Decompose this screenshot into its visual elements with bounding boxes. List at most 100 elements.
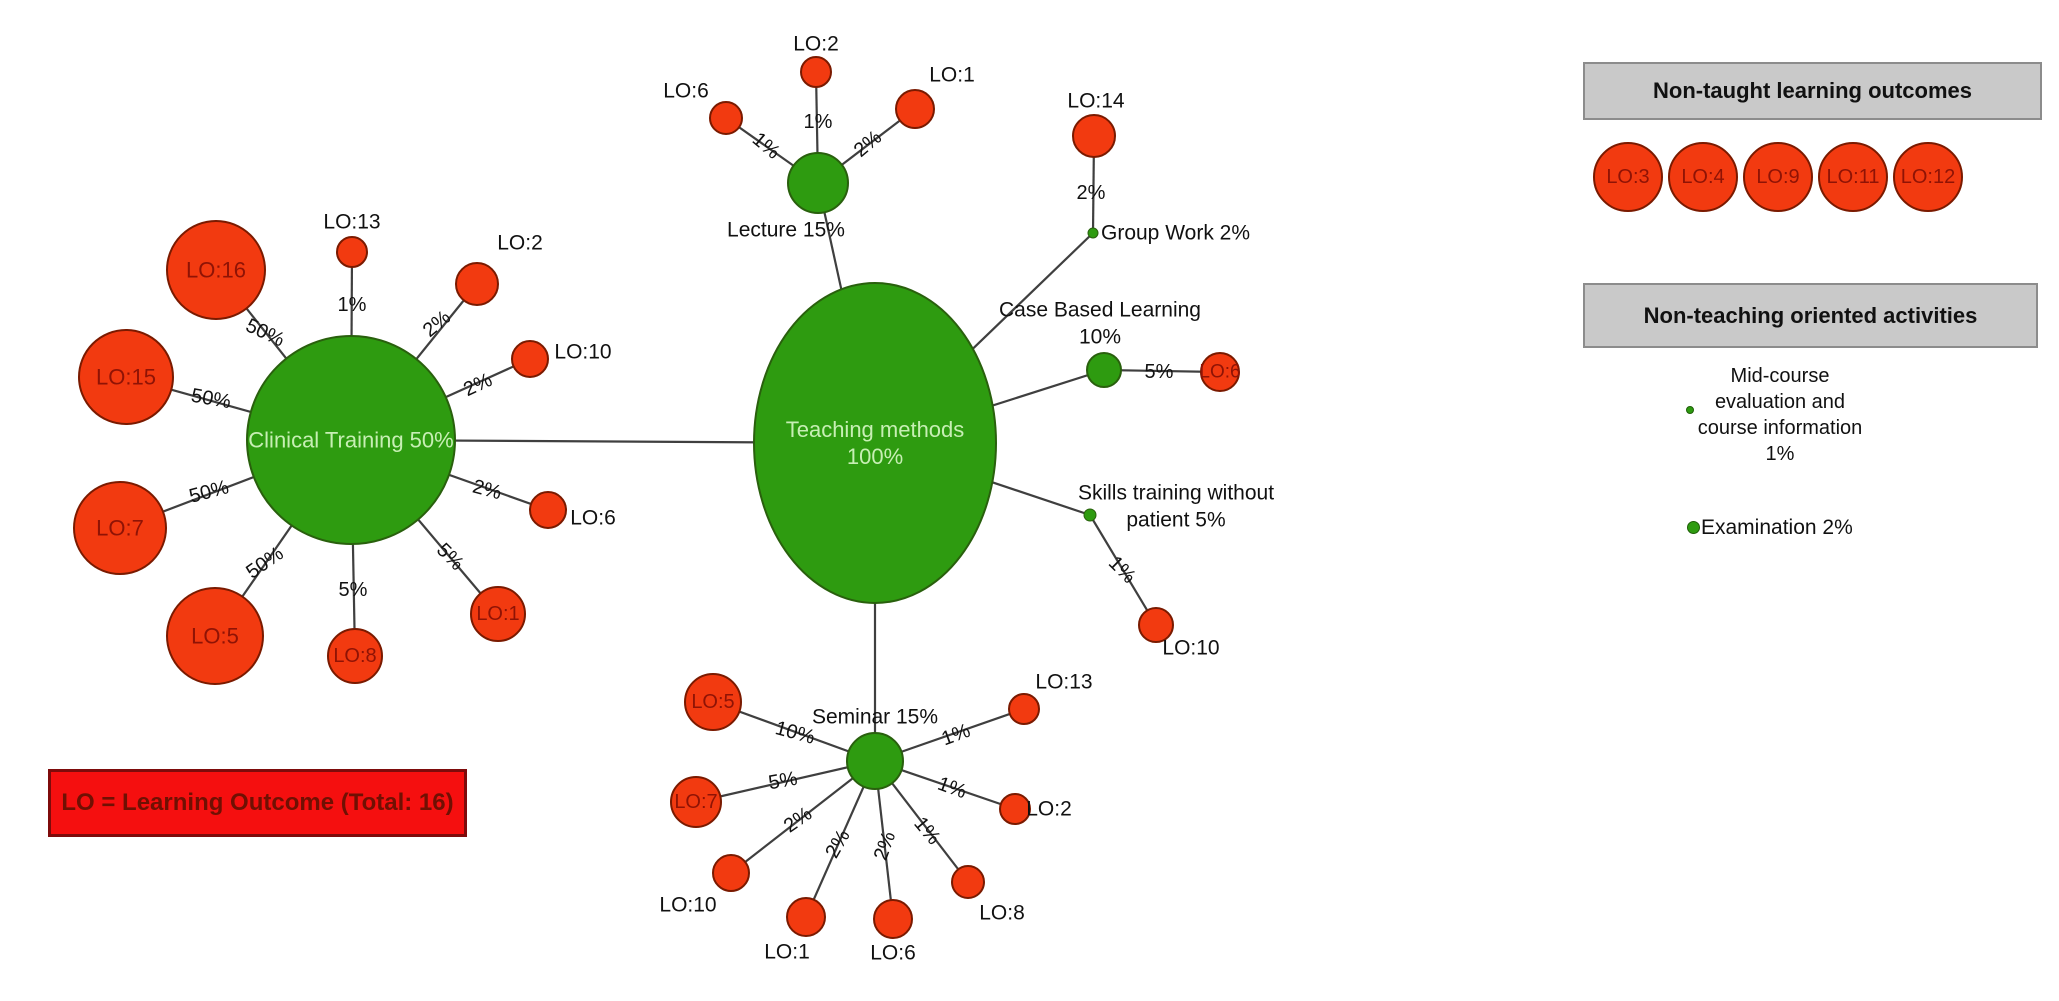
label-g-lo14: LO:14 [1067, 90, 1125, 113]
non-taught-header: Non-taught learning outcomes [1583, 62, 2042, 120]
node-l-lo1 [895, 89, 935, 129]
node-lecture [787, 152, 849, 214]
node-skills [1083, 508, 1097, 522]
label-cbl-lo6: LO:6 [1199, 362, 1240, 383]
edge-label-seminar-sem-lo13: 1% [939, 720, 974, 751]
edge-label-lecture-l-lo1: 2% [850, 126, 886, 162]
label-sem-lo8: LO:8 [979, 902, 1025, 925]
label-sem-lo10: LO:10 [659, 894, 716, 917]
label-cbl: 10% [1079, 326, 1121, 349]
non-taught-circle-lo4: LO:4 [1668, 142, 1738, 212]
label-c-lo2: LO:2 [497, 232, 543, 255]
label-c-lo6: LO:6 [570, 507, 616, 530]
edge-label-clinical-c-lo1: 5% [432, 539, 468, 575]
label-groupwork: Group Work 2% [1101, 222, 1250, 245]
examination-dot-icon [1687, 521, 1700, 534]
edge-label-clinical-c-lo8: 5% [339, 579, 368, 601]
edge-seminar-sem-lo10 [730, 760, 876, 874]
edge-label-cbl-cbl-lo6: 5% [1145, 361, 1174, 383]
node-c-lo5 [166, 587, 264, 685]
edge-label-lecture-l-lo6: 1% [748, 128, 784, 164]
label-c-lo10: LO:10 [554, 341, 611, 364]
non-taught-circle-lo11: LO:11 [1818, 142, 1888, 212]
label-sem-lo6: LO:6 [870, 942, 916, 965]
label-sem-lo5: LO:5 [691, 691, 734, 713]
edge-label-seminar-sem-lo7: 5% [767, 768, 800, 795]
non-teaching-header: Non-teaching oriented activities [1583, 283, 2038, 348]
label-c-lo15: LO:15 [96, 365, 156, 390]
node-sem-lo8 [951, 865, 985, 899]
node-clinical [246, 335, 456, 545]
node-l-lo2 [800, 56, 832, 88]
edge-label-clinical-c-lo16: 50% [242, 315, 288, 352]
label-l-lo6: LO:6 [663, 80, 709, 103]
label-cbl: Case Based Learning [999, 299, 1201, 322]
edge-label-clinical-c-lo10: 2% [460, 369, 496, 401]
non-taught-circle-label: LO:9 [1756, 165, 1800, 188]
edge-seminar-sem-lo7 [695, 759, 876, 804]
edge-label-groupwork-g-lo14: 2% [1077, 182, 1106, 204]
edge-skills-s-lo10 [1089, 514, 1157, 626]
label-c-lo13: LO:13 [323, 211, 380, 234]
non-taught-circle-label: LO:4 [1681, 165, 1725, 188]
node-cbl [1086, 352, 1122, 388]
node-sem-lo1 [786, 897, 826, 937]
label-l-lo1: LO:1 [929, 64, 975, 87]
label-c-lo7: LO:7 [96, 516, 144, 541]
edge-label-seminar-sem-lo2: 1% [935, 773, 970, 804]
node-c-lo8 [327, 628, 383, 684]
node-seminar [846, 732, 904, 790]
edge-label-seminar-sem-lo1: 2% [821, 826, 855, 862]
label-skills: Skills training without [1078, 482, 1274, 505]
node-c-lo7 [73, 481, 167, 575]
edge-label-seminar-sem-lo6: 2% [870, 828, 901, 863]
label-l-lo2: LO:2 [793, 33, 839, 56]
label-c-lo8: LO:8 [333, 645, 376, 667]
node-c-lo1 [470, 586, 526, 642]
label-sem-lo7: LO:7 [674, 791, 717, 813]
non-taught-outcomes-row: LO:3 LO:4 LO:9 LO:11 LO:12 [1593, 142, 1963, 212]
label-lecture: Lecture 15% [727, 219, 845, 242]
label-c-lo5: LO:5 [191, 624, 239, 649]
node-c-lo10 [511, 340, 549, 378]
label-sem-lo13: LO:13 [1035, 671, 1092, 694]
edge-label-clinical-c-lo2: 2% [419, 306, 455, 342]
node-sem-lo13 [1008, 693, 1040, 725]
node-groupwork [1087, 227, 1099, 239]
label-skills: patient 5% [1126, 509, 1225, 532]
node-sem-lo6 [873, 899, 913, 939]
edge-label-clinical-c-lo6: 2% [470, 476, 504, 505]
non-taught-title: Non-taught learning outcomes [1653, 78, 1972, 103]
node-c-lo13 [336, 236, 368, 268]
midcourse-label: Mid-course evaluation and course informa… [1697, 365, 1863, 465]
edge-label-seminar-sem-lo5: 10% [773, 717, 818, 749]
node-sem-lo5 [684, 673, 742, 731]
non-taught-circle-label: LO:3 [1606, 165, 1650, 188]
node-c-lo2 [455, 262, 499, 306]
node-g-lo14 [1072, 114, 1116, 158]
node-s-lo10 [1138, 607, 1174, 643]
node-teaching [753, 282, 997, 604]
node-l-lo6 [709, 101, 743, 135]
midcourse-dot-icon [1686, 406, 1694, 414]
edge-label-skills-s-lo10: 1% [1104, 552, 1140, 588]
node-sem-lo2 [999, 793, 1031, 825]
edge-label-clinical-c-lo13: 1% [338, 294, 367, 316]
label-c-lo16: LO:16 [186, 258, 246, 283]
label-s-lo10: LO:10 [1162, 637, 1219, 660]
non-teaching-title: Non-teaching oriented activities [1643, 302, 1978, 328]
node-c-lo6 [529, 491, 567, 529]
label-seminar: Seminar 15% [812, 706, 938, 729]
node-c-lo15 [78, 329, 174, 425]
edge-label-lecture-l-lo2: 1% [804, 111, 833, 133]
non-taught-circle-lo12: LO:12 [1893, 142, 1963, 212]
edge-label-clinical-c-lo15: 50% [189, 385, 232, 414]
edge-label-clinical-c-lo7: 50% [187, 476, 232, 508]
legend-text: LO = Learning Outcome (Total: 16) [61, 789, 454, 816]
label-sem-lo1: LO:1 [764, 941, 810, 964]
label-clinical: Clinical Training 50% [248, 428, 453, 453]
non-taught-circle-label: LO:11 [1826, 165, 1880, 188]
node-cbl-lo6 [1200, 352, 1240, 392]
